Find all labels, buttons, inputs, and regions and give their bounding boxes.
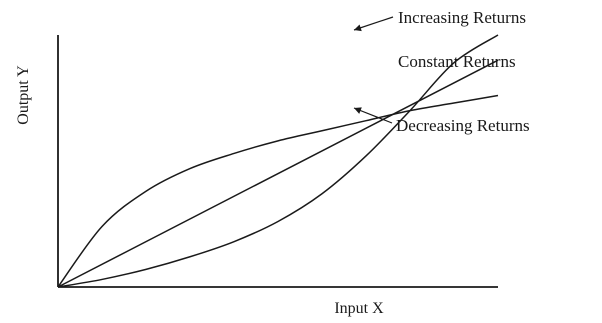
series-line-constant-returns [57, 59, 499, 288]
series-layer [57, 34, 499, 288]
series-label-increasing-returns: Increasing Returns [398, 8, 526, 27]
pointer-increasing-returns-arrowhead [354, 24, 362, 32]
series-label-decreasing-returns: Decreasing Returns [396, 116, 530, 135]
series-line-increasing-returns [57, 34, 499, 288]
x-axis-label: Input X [334, 300, 384, 317]
axes [57, 35, 498, 288]
pointer-layer [353, 16, 394, 124]
series-line-decreasing-returns [57, 94, 499, 288]
pointer-decreasing-returns-arrowhead [354, 107, 362, 114]
y-axis-label: Output Y [15, 65, 32, 125]
series-label-constant-returns: Constant Returns [398, 52, 516, 71]
